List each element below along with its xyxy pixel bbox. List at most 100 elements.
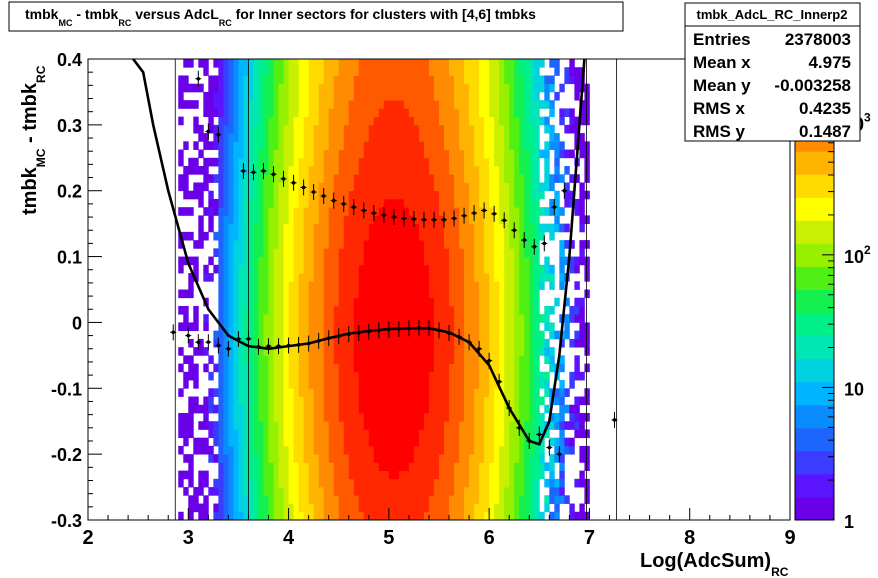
heatmap-cell bbox=[564, 182, 570, 192]
profile-point bbox=[541, 235, 548, 252]
heatmap-cell bbox=[293, 495, 299, 504]
heatmap-cell bbox=[353, 141, 360, 150]
heatmap-cell bbox=[178, 478, 184, 488]
heatmap-cell bbox=[489, 124, 495, 134]
heatmap-cell bbox=[459, 231, 465, 241]
heatmap-cell bbox=[258, 281, 264, 290]
heatmap-cell bbox=[238, 322, 244, 332]
heatmap-cell bbox=[509, 421, 515, 430]
heatmap-cell bbox=[248, 355, 254, 364]
heatmap-cell bbox=[343, 297, 350, 307]
heatmap-cell bbox=[363, 223, 370, 233]
heatmap-cell bbox=[529, 248, 535, 257]
heatmap-cell bbox=[403, 297, 410, 307]
heatmap-cell bbox=[363, 248, 370, 257]
heatmap-cell bbox=[524, 314, 530, 323]
heatmap-cell bbox=[484, 363, 490, 373]
heatmap-cell bbox=[509, 322, 515, 332]
heatmap-cell bbox=[479, 75, 485, 85]
heatmap-cell bbox=[378, 470, 385, 480]
heatmap-cell bbox=[313, 207, 320, 216]
heatmap-cell bbox=[474, 396, 480, 406]
heatmap-cell bbox=[253, 207, 259, 216]
heatmap-cell bbox=[539, 371, 545, 381]
heatmap-cell bbox=[368, 421, 375, 430]
heatmap-cell bbox=[328, 157, 335, 167]
heatmap-cell bbox=[544, 116, 550, 126]
heatmap-cell bbox=[318, 157, 325, 167]
profile-point bbox=[471, 205, 478, 222]
heatmap-cell bbox=[308, 273, 315, 282]
heatmap-cell bbox=[393, 305, 400, 315]
heatmap-cell bbox=[363, 141, 370, 150]
heatmap-cell bbox=[273, 198, 279, 208]
heatmap-cell bbox=[318, 264, 325, 274]
heatmap-cell bbox=[469, 91, 475, 101]
heatmap-cell bbox=[579, 240, 585, 249]
heatmap-cell bbox=[459, 141, 465, 150]
heatmap-cell bbox=[464, 182, 470, 192]
heatmap-cell bbox=[348, 305, 355, 315]
heatmap-cell bbox=[509, 174, 515, 183]
heatmap-cell bbox=[233, 478, 239, 488]
heatmap-cell bbox=[464, 91, 470, 101]
heatmap-cell bbox=[208, 388, 214, 397]
heatmap-cell bbox=[348, 429, 355, 439]
heatmap-cell bbox=[449, 495, 455, 504]
heatmap-cell bbox=[549, 231, 555, 241]
heatmap-cell bbox=[363, 215, 370, 225]
heatmap-cell bbox=[449, 83, 455, 93]
heatmap-cell bbox=[509, 429, 515, 439]
heatmap-cell bbox=[278, 124, 284, 134]
heatmap-cell bbox=[449, 380, 455, 389]
heatmap-cell bbox=[398, 347, 405, 356]
heatmap-cell bbox=[489, 256, 495, 266]
heatmap-cell bbox=[253, 273, 259, 282]
heatmap-cell bbox=[328, 454, 335, 463]
heatmap-cell bbox=[393, 412, 400, 422]
heatmap-cell bbox=[454, 91, 460, 101]
heatmap-cell bbox=[198, 83, 204, 93]
heatmap-cell bbox=[233, 198, 239, 208]
heatmap-cell bbox=[208, 91, 214, 101]
heatmap-cell bbox=[348, 478, 355, 488]
heatmap-cell bbox=[449, 363, 455, 373]
heatmap-cell bbox=[248, 281, 254, 290]
heatmap-cell bbox=[293, 207, 299, 216]
heatmap-cell bbox=[313, 100, 320, 109]
heatmap-cell bbox=[519, 355, 525, 364]
heatmap-cell bbox=[444, 223, 450, 233]
heatmap-cell bbox=[574, 314, 580, 323]
heatmap-cell bbox=[519, 462, 525, 471]
heatmap-cell bbox=[529, 470, 535, 480]
heatmap-cell bbox=[504, 141, 510, 150]
heatmap-cell bbox=[479, 166, 485, 175]
heatmap-cell bbox=[489, 388, 495, 397]
heatmap-cell bbox=[464, 462, 470, 471]
heatmap-cell bbox=[258, 248, 264, 257]
heatmap-cell bbox=[343, 190, 350, 200]
heatmap-cell bbox=[368, 371, 375, 381]
heatmap-cell bbox=[504, 338, 510, 348]
heatmap-cell bbox=[494, 347, 500, 356]
heatmap-cell bbox=[333, 124, 340, 134]
heatmap-cell bbox=[383, 429, 390, 439]
heatmap-cell bbox=[253, 248, 259, 257]
heatmap-cell bbox=[423, 396, 430, 406]
heatmap-cell bbox=[388, 396, 395, 406]
heatmap-cell bbox=[293, 437, 299, 447]
heatmap-cell bbox=[584, 445, 590, 455]
heatmap-cell bbox=[268, 421, 274, 430]
heatmap-cell bbox=[554, 412, 560, 422]
heatmap-cell bbox=[484, 256, 490, 266]
heatmap-cell bbox=[288, 149, 294, 159]
heatmap-cell bbox=[393, 149, 400, 159]
heatmap-cell bbox=[423, 141, 430, 150]
heatmap-cell bbox=[233, 511, 239, 521]
heatmap-cell bbox=[408, 149, 415, 159]
heatmap-cell bbox=[213, 338, 219, 348]
heatmap-cell bbox=[574, 67, 580, 76]
heatmap-cell bbox=[474, 166, 480, 175]
heatmap-cell bbox=[293, 133, 299, 142]
heatmap-cell bbox=[303, 314, 310, 323]
